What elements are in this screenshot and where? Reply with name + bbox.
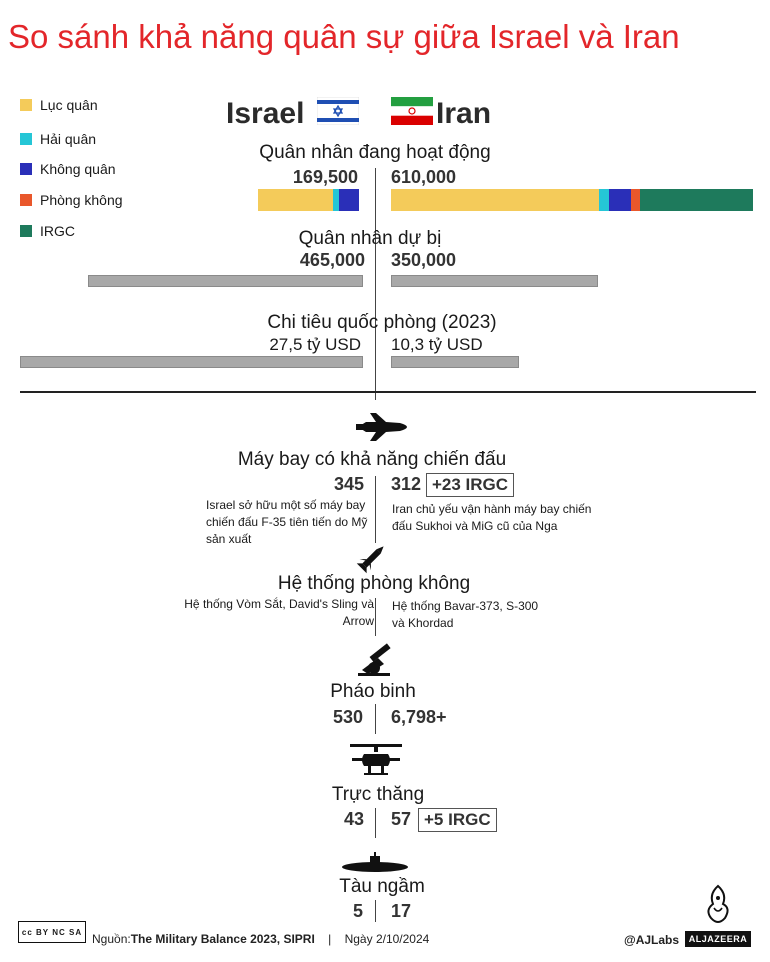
section-title-helicopters: Trực thăng <box>331 784 425 805</box>
iran-artillery-value: 6,798+ <box>391 707 447 727</box>
israel-active-bar-segment <box>258 189 334 211</box>
legend-item: Hải quân <box>20 131 96 147</box>
iran-submarines-value: 17 <box>391 901 412 921</box>
iran-active-bar-segment <box>391 189 599 211</box>
legend-item: Lục quân <box>20 97 98 113</box>
artillery-icon <box>358 643 391 676</box>
israel-air-defense-note: Hệ thống Vòm Sắt, David's Sling và Arrow <box>184 597 374 628</box>
israel-helicopters-value: 43 <box>343 809 364 829</box>
footer-source-text: The Military Balance 2023, SIPRI <box>130 932 315 946</box>
helicopter-icon <box>350 744 402 775</box>
iran-helicopters-irgc-box: +5 IRGC <box>418 808 497 832</box>
section-title-aircraft: Máy bay có khả năng chiến đấu <box>237 449 507 470</box>
israel-active-bar-segment <box>338 189 359 211</box>
israel-aircraft-value: 345 <box>333 474 364 494</box>
legend-item: Không quân <box>20 161 116 177</box>
footer-source-label: Nguồn: <box>92 932 131 946</box>
footer-source: Nguồn:The Military Balance 2023, SIPRI |… <box>92 932 429 946</box>
section-title-artillery: Pháo binh <box>330 681 416 702</box>
center-divider <box>375 168 376 400</box>
iran-active-bar-segment <box>640 189 753 211</box>
section-title-reserve: Quân nhân dự bị <box>298 228 442 249</box>
section-title-spending: Chi tiêu quốc phòng (2023) <box>267 312 497 333</box>
iran-aircraft-note: Iran chủ yếu vận hành máy bay chiến đấu … <box>392 502 592 533</box>
iran-air-defense-note: Hệ thống Bavar-373, S-300 và Khordad <box>392 599 539 630</box>
footer-credit: @AJLabs <box>624 933 680 947</box>
footer-date: Ngày 2/10/2024 <box>344 932 430 946</box>
iran-helicopters-value: 57 <box>391 809 412 829</box>
legend-swatch <box>20 163 32 175</box>
israel-reserve-bar <box>88 275 363 287</box>
submarine-icon <box>342 852 408 872</box>
legend-label: Phòng không <box>40 192 123 208</box>
section-title-submarines: Tàu ngầm <box>339 876 425 897</box>
iran-active-bar-segment <box>609 189 632 211</box>
iran-spending-bar <box>391 356 520 368</box>
section-title-active: Quân nhân đang hoạt động <box>259 142 491 163</box>
footer-separator: | <box>328 932 332 946</box>
iran-aircraft-value: 312 <box>391 474 422 494</box>
legend-swatch <box>20 194 32 206</box>
page-title: So sánh khả năng quân sự giữa Israel và … <box>8 18 680 55</box>
country-iran-label: Iran <box>436 97 492 130</box>
israel-aircraft-note: Israel sở hữu một số máy bay chiến đấu F… <box>206 498 368 546</box>
aljazeera-logo-icon <box>707 884 729 923</box>
legend-item: Phòng không <box>20 192 123 208</box>
legend-item: IRGC <box>20 223 75 239</box>
israel-active-bar-segment <box>333 189 339 211</box>
legend-swatch <box>20 99 32 111</box>
israel-spending-bar <box>20 356 363 368</box>
legend-label: IRGC <box>40 223 75 239</box>
israel-active-value: 169,500 <box>292 167 358 187</box>
legend-label: Hải quân <box>40 131 97 147</box>
iran-active-bar-segment <box>598 189 610 211</box>
israel-submarines-value: 5 <box>352 901 363 921</box>
license-cc-badge: cc BY NC SA <box>18 921 86 943</box>
fighter-jet-icon <box>356 413 407 441</box>
israel-reserve-value: 465,000 <box>299 250 365 270</box>
legend-label: Không quân <box>40 161 116 177</box>
iran-active-value: 610,000 <box>391 167 457 187</box>
israel-flag-icon <box>317 97 359 125</box>
israel-spending-value: 27,5 tỷ USD <box>269 335 361 354</box>
iran-reserve-value: 350,000 <box>391 250 457 270</box>
iran-aircraft-irgc-box: +23 IRGC <box>426 473 515 497</box>
section-title-air-defense: Hệ thống phòng không <box>277 573 471 594</box>
legend-swatch <box>20 225 32 237</box>
section-divider <box>20 391 756 393</box>
center-divider <box>375 704 376 734</box>
center-divider <box>375 476 376 543</box>
legend-label: Lục quân <box>40 97 98 113</box>
iran-spending-value: 10,3 tỷ USD <box>391 335 483 354</box>
center-divider <box>375 808 376 838</box>
iran-active-bar-segment <box>631 189 641 211</box>
aljazeera-brand: ALJAZEERA <box>685 931 751 947</box>
legend-swatch <box>20 133 32 145</box>
israel-artillery-value: 530 <box>332 707 363 727</box>
iran-flag-icon <box>391 97 433 125</box>
missile-icon <box>356 546 384 574</box>
center-divider <box>375 900 376 922</box>
country-israel-label: Israel <box>226 97 305 130</box>
iran-reserve-bar <box>391 275 598 287</box>
center-divider <box>375 598 376 636</box>
